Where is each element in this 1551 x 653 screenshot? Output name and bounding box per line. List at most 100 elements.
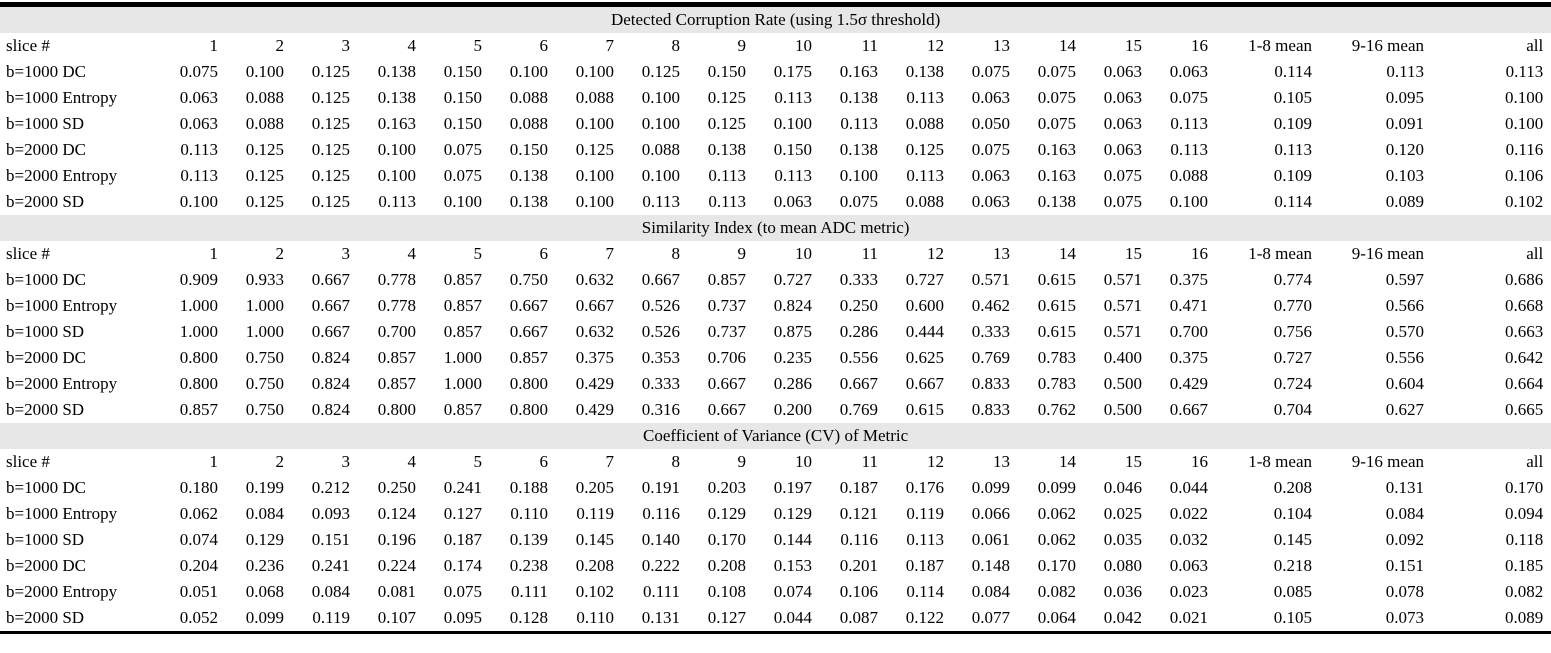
cell: 0.131 [1385,478,1424,497]
column-header: 9 [737,244,747,263]
slice-header: slice # [6,244,50,263]
cell: 0.113 [1170,114,1208,133]
cell: 0.625 [905,348,944,367]
cell: 0.566 [1385,296,1424,315]
cell: 0.664 [1504,374,1544,393]
cell: 0.375 [1169,270,1208,289]
cell: 0.088 [245,114,284,133]
cell: 0.106 [839,582,878,601]
cell: 0.113 [840,114,878,133]
cell: 0.770 [1273,296,1312,315]
cell: 0.833 [971,374,1010,393]
cell: 0.075 [1037,62,1076,81]
cell: 0.022 [1169,504,1208,523]
cell: 0.080 [1103,556,1142,575]
cell: 0.075 [971,140,1010,159]
cell: 0.238 [509,556,548,575]
column-header: 16 [1191,452,1208,471]
cell: 0.036 [1103,582,1142,601]
cell: 0.084 [971,582,1010,601]
cell: 0.106 [1504,166,1544,185]
cell: 0.062 [1037,530,1076,549]
column-header: 13 [993,36,1010,55]
cell: 0.800 [377,400,416,419]
cell: 0.700 [1169,322,1208,341]
column-header: 12 [927,244,944,263]
cell: 0.108 [707,582,746,601]
cell: 0.833 [971,400,1010,419]
cell: 0.124 [377,504,416,523]
cell: 0.199 [245,478,284,497]
cell: 0.824 [311,374,350,393]
column-header: 4 [407,452,417,471]
cell: 0.163 [1037,140,1076,159]
cell: 0.236 [245,556,284,575]
cell: 0.600 [905,296,944,315]
cell: 0.102 [1504,192,1544,211]
cell: 0.824 [311,348,350,367]
cell: 0.783 [1037,348,1076,367]
cell: 0.113 [642,192,680,211]
cell: 0.185 [1504,556,1544,575]
cell: 0.063 [971,166,1010,185]
cell: 0.109 [1273,114,1312,133]
table-row: b=1000 SD 0.074 0.129 0.151 0.196 0.187 0.139 0… [0,527,1551,553]
cell: 0.104 [1273,504,1312,523]
cell: 0.145 [1273,530,1312,549]
cell: 0.075 [179,62,218,81]
cell: 0.094 [1504,504,1544,523]
cell: 0.100 [443,192,482,211]
cell: 0.113 [1274,140,1312,159]
column-header: 6 [539,36,549,55]
column-header: 9 [737,452,747,471]
cell: 0.125 [245,166,284,185]
slice-header: slice # [6,452,50,471]
metrics-table-container: Detected Corruption Rate (using 1.5σ thr… [0,2,1551,634]
cell: 0.667 [311,296,350,315]
cell: 0.082 [1037,582,1076,601]
slice-header: slice # [6,36,50,55]
table-row: b=1000 DC 0.180 0.199 0.212 0.250 0.241 0.188 0… [0,475,1551,501]
cell: 1.000 [179,296,218,315]
cell: 0.087 [839,608,878,627]
cell: 0.857 [377,374,416,393]
cell: 0.170 [1504,478,1544,497]
cell: 0.023 [1169,582,1208,601]
section-title: Similarity Index (to mean ADC metric) [0,215,1551,241]
cell: 1.000 [245,322,284,341]
cell: 0.668 [1504,296,1544,315]
cell: 0.125 [311,140,350,159]
column-header: 3 [341,244,351,263]
section-title-row: Coefficient of Variance (CV) of Metric [0,423,1551,449]
cell: 0.114 [906,582,944,601]
cell: 0.667 [311,322,350,341]
cell: 0.429 [575,374,614,393]
column-header: 8 [671,36,681,55]
cell: 0.125 [905,140,944,159]
cell: 0.175 [773,62,812,81]
cell: 0.667 [311,270,350,289]
row-label: b=2000 DC [6,556,86,575]
cell: 0.800 [509,374,548,393]
cell: 0.222 [641,556,680,575]
cell: 0.113 [180,140,218,159]
cell: 0.632 [575,322,614,341]
cell: 0.075 [839,192,878,211]
cell: 0.203 [707,478,746,497]
column-header: 7 [605,244,615,263]
cell: 0.353 [641,348,680,367]
cell: 0.197 [773,478,812,497]
cell: 0.138 [377,88,416,107]
cell: 0.095 [443,608,482,627]
cell: 0.125 [311,88,350,107]
cell: 0.556 [839,348,878,367]
cell: 0.110 [576,608,614,627]
cell: 0.088 [509,88,548,107]
cell: 0.100 [509,62,548,81]
cell: 0.750 [245,374,284,393]
table-row: b=2000 Entropy 0.113 0.125 0.125 0.100 0.075 0… [0,163,1551,189]
row-label: b=2000 Entropy [6,374,118,393]
cell: 0.081 [377,582,416,601]
cell: 0.050 [971,114,1010,133]
cell: 0.100 [641,114,680,133]
